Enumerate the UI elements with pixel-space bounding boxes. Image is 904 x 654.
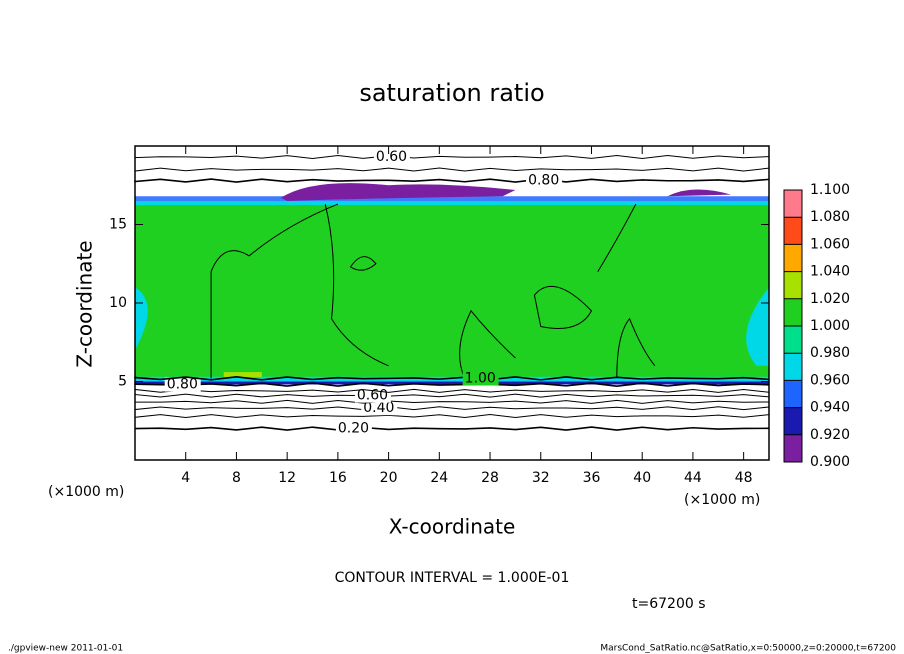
- contour-detail: [349, 256, 377, 271]
- y-axis-label: Z-coordinate: [73, 240, 97, 367]
- x-axis-label: X-coordinate: [389, 515, 516, 539]
- x-tick-label: 28: [481, 470, 499, 486]
- colorbar-label: 0.920: [810, 427, 850, 443]
- contour-line: [134, 382, 770, 387]
- contour-label: 0.60: [376, 149, 407, 165]
- colorbar-label: 0.960: [810, 372, 850, 388]
- colorbar-label: 0.900: [810, 454, 850, 470]
- contour-line: [134, 393, 770, 398]
- colorbar-label: 1.020: [810, 291, 850, 307]
- contour-label: 0.80: [528, 173, 559, 189]
- chart-title: saturation ratio: [359, 79, 544, 107]
- contour-label-bg: [526, 173, 563, 188]
- footer-left: ./gpview-new 2011-01-01: [8, 644, 123, 654]
- colorbar-box: [784, 271, 802, 299]
- colorbar-label: 1.000: [810, 318, 850, 334]
- x-tick-label: 32: [532, 470, 550, 486]
- field: 0.200.400.600.800.800.601.00: [134, 149, 770, 437]
- contour-line: [134, 388, 770, 393]
- colorbar-label: 0.980: [810, 345, 850, 361]
- colorbar-label: 1.080: [810, 209, 850, 225]
- colorbar-box: [784, 434, 802, 462]
- colorbar-label: 0.940: [810, 400, 850, 416]
- colorbar-box: [784, 326, 802, 354]
- contour-line: [134, 154, 770, 159]
- field-edge: [746, 287, 769, 366]
- field-band: [135, 381, 769, 385]
- footer-right: MarsCond_SatRatio.nc@SatRatio,x=0:50000,…: [600, 644, 896, 654]
- time-label: t=67200 s: [632, 596, 706, 612]
- x-tick-label: 44: [684, 470, 702, 486]
- y-tick-label: 10: [109, 295, 127, 311]
- contour-detail: [459, 309, 516, 379]
- contour-label-bg: [373, 149, 410, 164]
- x-tick-label: 12: [278, 470, 296, 486]
- contour-detail: [616, 317, 656, 377]
- y-tick-label: 5: [118, 374, 127, 390]
- x-tick-label: 48: [735, 470, 753, 486]
- contour-line: [134, 399, 770, 404]
- contour-label: 1.00: [465, 370, 496, 386]
- colorbar-box: [784, 298, 802, 326]
- contour-label-bg: [335, 421, 372, 436]
- contour-label: 0.80: [167, 377, 198, 393]
- y-tick-label: 15: [109, 217, 127, 233]
- x-tick-label: 24: [430, 470, 448, 486]
- contour-label-bg: [164, 377, 201, 392]
- field-band: [135, 196, 769, 205]
- x-unit: (×1000 m): [684, 492, 760, 508]
- colorbar-box: [784, 190, 802, 218]
- x-unit: (×1000 m): [48, 484, 124, 500]
- contour-line: [134, 167, 770, 172]
- contour-detail: [597, 203, 637, 272]
- colorbar-label: 1.100: [810, 182, 850, 198]
- x-tick-label: 8: [232, 470, 241, 486]
- contour-detail: [324, 203, 389, 367]
- colorbar-label: 1.040: [810, 264, 850, 280]
- colorbar-box: [784, 407, 802, 435]
- field-band: [135, 200, 769, 205]
- contour-line: [134, 178, 770, 183]
- contour-line: [134, 426, 770, 431]
- colorbar-box: [784, 380, 802, 408]
- contour-detail: [210, 203, 339, 379]
- field-blob: [280, 183, 516, 201]
- contour-detail: [533, 285, 593, 330]
- contour-label-bg: [462, 371, 499, 386]
- x-tick-label: 16: [329, 470, 347, 486]
- colorbar-box: [784, 353, 802, 381]
- field-spot: [223, 372, 262, 378]
- contour-line: [134, 406, 770, 411]
- contour-interval: CONTOUR INTERVAL = 1.000E-01: [335, 570, 570, 586]
- contour-label-bg: [361, 401, 398, 416]
- field-band: [135, 376, 769, 382]
- x-tick-label: 20: [380, 470, 398, 486]
- contour-label: 0.20: [338, 421, 369, 437]
- field-blob: [667, 189, 731, 197]
- contour-line: [134, 376, 770, 381]
- x-tick-label: 4: [181, 470, 190, 486]
- colorbar-label: 1.060: [810, 236, 850, 252]
- x-tick-label: 40: [633, 470, 651, 486]
- contour-label: 0.40: [363, 400, 394, 416]
- field-main: [135, 202, 769, 384]
- colorbar-box: [784, 217, 802, 245]
- contour-line: [134, 414, 770, 419]
- colorbar-box: [784, 244, 802, 272]
- x-tick-label: 36: [583, 470, 601, 486]
